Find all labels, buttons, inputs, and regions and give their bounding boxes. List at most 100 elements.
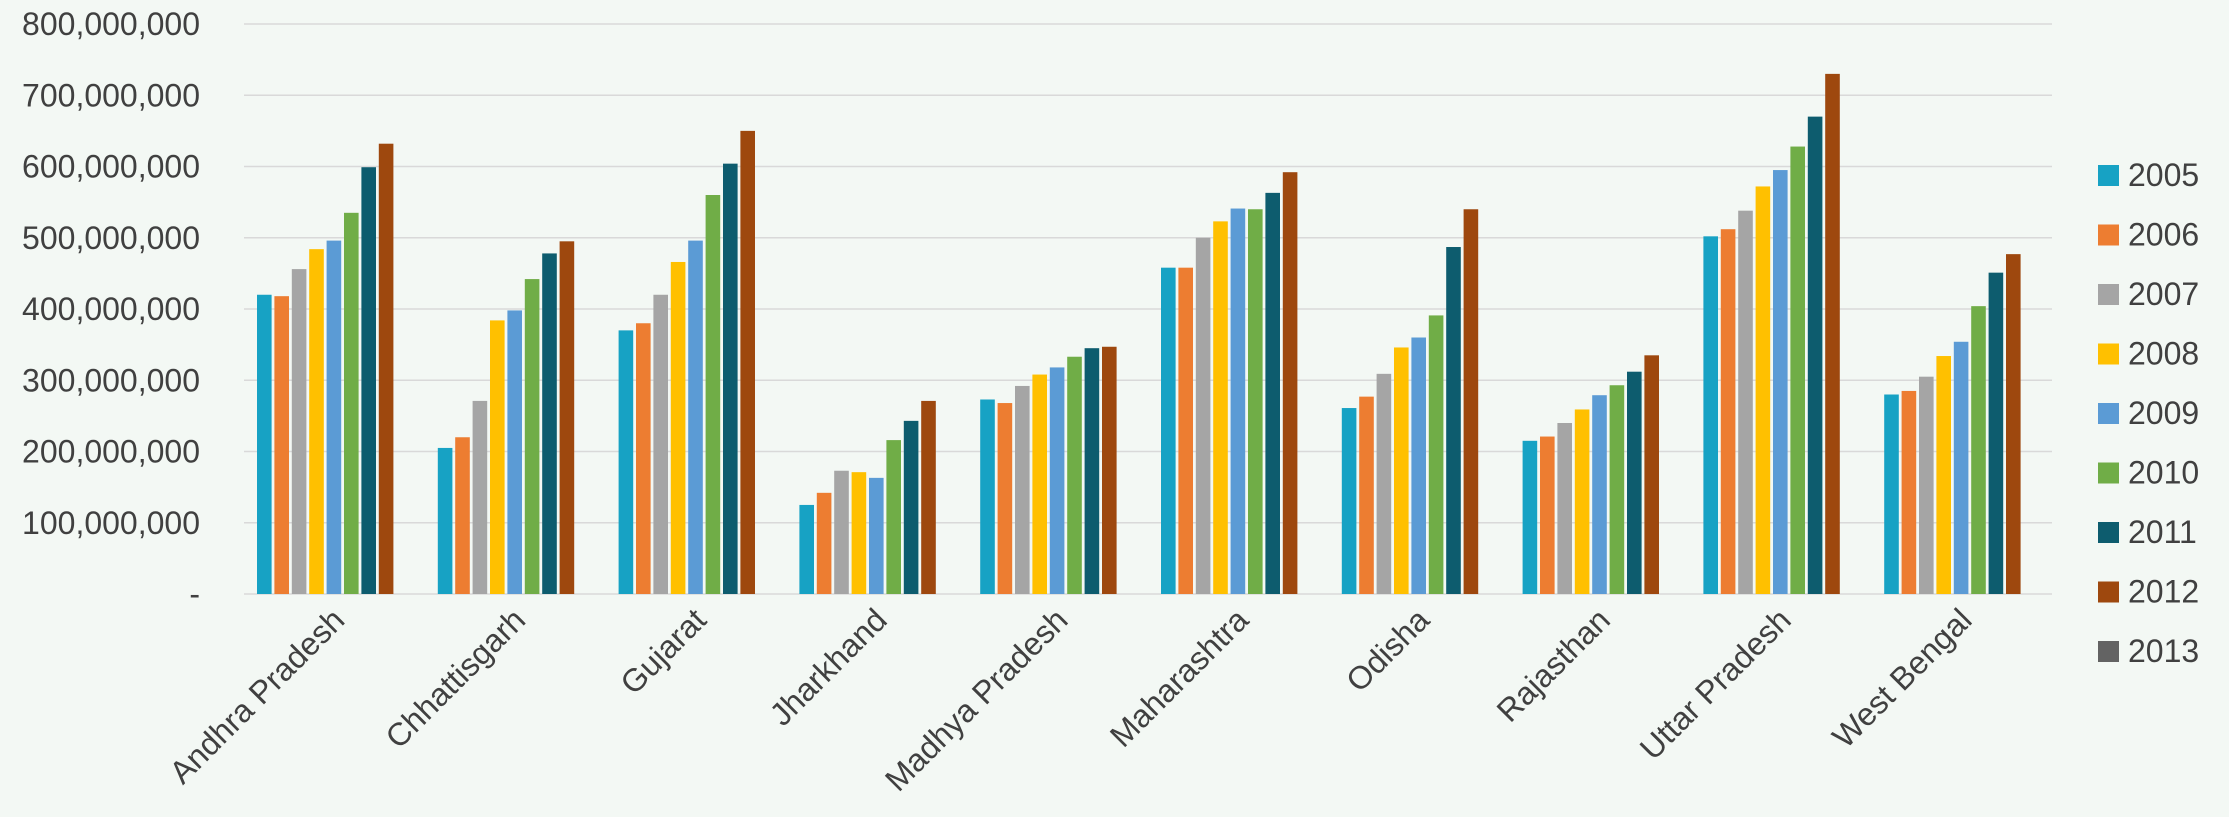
bar-2005: [1703, 236, 1718, 594]
bar-2011: [361, 167, 376, 594]
bar-2006: [997, 403, 1013, 594]
y-tick-label: 800,000,000: [22, 6, 200, 42]
bar-2012: [740, 130, 755, 594]
bar-2008: [309, 249, 324, 594]
legend-label: 2008: [2128, 336, 2199, 372]
bar-2010: [1971, 306, 1986, 594]
bar-2010: [1248, 209, 1263, 594]
bars: [257, 73, 2021, 595]
legend: 2005 2006 2007 2008 2009 2010 2011 2012 2013: [2098, 157, 2199, 669]
bar-2007: [834, 470, 849, 594]
bar-2006: [1540, 436, 1555, 594]
bar-2011: [1265, 192, 1280, 595]
bar-2008: [1936, 356, 1951, 594]
bar-2008: [1213, 221, 1228, 595]
bar-2008: [851, 472, 867, 594]
x-category-label: Uttar Pradesh: [1633, 601, 1798, 766]
bar-2007: [1557, 423, 1572, 594]
bar-2006: [636, 323, 651, 594]
legend-swatch: [2098, 224, 2119, 246]
legend-label: 2005: [2128, 157, 2199, 193]
bar-2007: [1738, 210, 1753, 595]
y-tick-label: 500,000,000: [22, 220, 200, 256]
bar-2010: [1790, 146, 1805, 595]
bar-2011: [1627, 371, 1642, 594]
bar-2006: [1359, 396, 1374, 594]
bar-2005: [799, 504, 814, 594]
bar-2006: [1901, 390, 1917, 594]
bar-2011: [903, 420, 919, 594]
bar-2008: [1755, 186, 1771, 594]
bar-2008: [670, 261, 686, 594]
bar-2006: [1720, 229, 1736, 594]
bar-2009: [688, 240, 703, 594]
bar-2006: [816, 492, 832, 594]
legend-swatch: [2098, 522, 2119, 543]
legend-label: 2012: [2128, 574, 2199, 610]
bar-2008: [1394, 347, 1409, 594]
bar-2005: [1161, 267, 1176, 594]
x-category-label: West Bengal: [1825, 601, 1978, 754]
bar-2011: [1988, 272, 2004, 594]
y-tick-label: 300,000,000: [22, 362, 200, 398]
bar-2012: [1102, 346, 1117, 594]
bar-2010: [886, 440, 901, 594]
bar-2011: [1807, 116, 1823, 594]
legend-label: 2006: [2128, 217, 2199, 253]
bar-2008: [1574, 409, 1590, 594]
bar-2012: [1644, 355, 1659, 594]
y-tick-label: 100,000,000: [22, 505, 200, 541]
bar-2009: [869, 477, 884, 594]
bar-2010: [1428, 315, 1444, 594]
bar-2010: [1067, 356, 1082, 594]
bar-2012: [1825, 73, 1840, 594]
bar-2005: [1341, 408, 1357, 594]
bar-2012: [1282, 172, 1298, 594]
bar-2011: [542, 253, 557, 595]
bar-2009: [1049, 367, 1065, 594]
bar-2009: [1953, 341, 1969, 594]
bar-2007: [472, 400, 488, 594]
bar-2010: [344, 212, 359, 594]
bar-2006: [274, 296, 289, 594]
bar-2009: [1230, 208, 1246, 594]
bar-2010: [705, 195, 721, 594]
bar-2012: [2006, 254, 2021, 594]
legend-swatch: [2098, 343, 2119, 365]
bar-2007: [1015, 385, 1030, 594]
bar-2007: [291, 269, 307, 594]
x-category-label: Madhya Pradesh: [878, 601, 1075, 798]
x-category-label: Jharkhand: [763, 601, 894, 732]
bar-2012: [921, 400, 936, 594]
bar-2007: [1195, 237, 1211, 594]
y-axis-tick-labels: - 100,000,000 200,000,000 300,000,000 400,00…: [22, 6, 200, 612]
bar-2008: [490, 320, 505, 594]
y-tick-label: 700,000,000: [22, 77, 200, 113]
bar-2007: [653, 294, 668, 594]
legend-label: 2013: [2128, 633, 2199, 669]
y-tick-label: 200,000,000: [22, 434, 200, 470]
legend-swatch: [2098, 462, 2119, 484]
legend-label: 2011: [2128, 514, 2197, 550]
legend-swatch: [2098, 641, 2119, 662]
legend-swatch: [2098, 403, 2119, 424]
bar-2010: [1609, 385, 1625, 594]
x-category-label: Chhattisgarh: [378, 601, 532, 755]
bar-2009: [507, 310, 522, 594]
legend-label: 2010: [2128, 455, 2199, 491]
bar-2011: [1446, 247, 1461, 594]
legend-swatch: [2098, 284, 2119, 305]
bar-2005: [437, 447, 453, 594]
bar-2005: [980, 399, 995, 594]
x-category-label: Andhra Pradesh: [162, 601, 351, 790]
legend-swatch: [2098, 581, 2119, 603]
legend-label: 2007: [2128, 276, 2199, 312]
bar-2007: [1919, 376, 1934, 594]
bar-2005: [1884, 394, 1899, 594]
bar-2009: [326, 240, 342, 594]
x-axis-category-labels: Andhra Pradesh Chhattisgarh Gujarat Jharkha…: [162, 601, 1978, 798]
bar-2005: [257, 294, 272, 594]
y-tick-label: 600,000,000: [22, 149, 200, 185]
x-category-label: Gujarat: [613, 601, 713, 701]
